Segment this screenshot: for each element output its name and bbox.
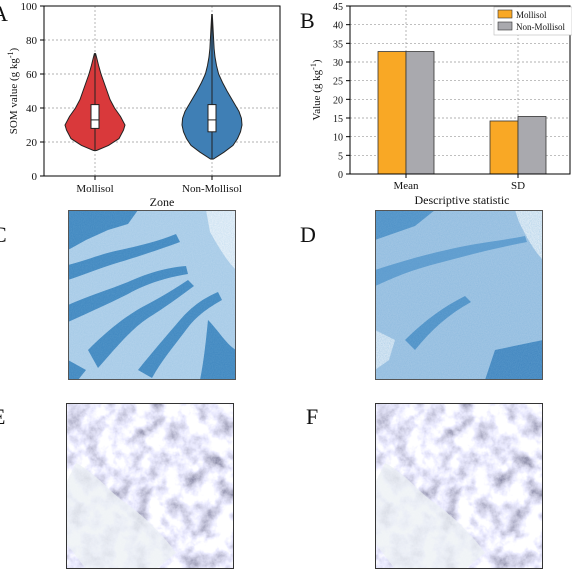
- a-y-tick-label: 40: [26, 103, 38, 115]
- bar-non-mollisol-sd: [517, 116, 547, 175]
- panel-letter-e: E: [0, 404, 5, 430]
- b-y-tick-label: 45: [333, 2, 343, 13]
- b-legend: Mollisol Non-Mollisol: [493, 6, 572, 36]
- bar-mollisol-mean: [377, 51, 407, 175]
- bar-mollisol-sd: [489, 120, 519, 175]
- a-x-axis-label: Zone: [150, 195, 175, 209]
- panel-letter-a: A: [0, 1, 8, 27]
- b-bars: [377, 51, 547, 175]
- panel-letter-c: C: [0, 222, 7, 248]
- b-y-ticks: 0 5 10 15 20 25 30 35 40 45: [333, 2, 350, 181]
- legend-swatch: [497, 21, 513, 31]
- b-y-tick-label: 20: [333, 95, 343, 106]
- a-y-ticks: 0 20 40 60 80 100: [21, 1, 44, 183]
- a-x-ticks: Mollisol Non-Mollisol: [76, 176, 242, 195]
- a-plot-frame: [43, 5, 281, 177]
- violin-box: [90, 104, 100, 129]
- b-y-tick-label: 35: [333, 39, 343, 50]
- violin-chart: 0 20 40 60 80 100 Mollisol Non-Mollisol Zone S…: [6, 1, 281, 209]
- a-y-tick-label: 0: [32, 171, 38, 183]
- panel-letter-d: D: [300, 222, 316, 247]
- a-x-tick-label: Mollisol: [76, 183, 113, 195]
- b-plot-frame: [349, 5, 571, 175]
- map-f-satellite: [375, 403, 543, 569]
- a-grid: [44, 6, 280, 176]
- b-x-ticks: Mean SD: [393, 174, 525, 192]
- a-x-tick-label: Non-Mollisol: [182, 183, 242, 195]
- a-y-tick-label: 100: [21, 1, 38, 13]
- bar-non-mollisol-mean: [405, 51, 435, 175]
- map-e-satellite: [66, 403, 234, 569]
- a-y-axis-label: SOM value (g kg-1): [6, 47, 20, 134]
- b-y-axis-label: Value (g kg-1): [309, 59, 323, 120]
- b-y-tick-label: 25: [333, 77, 343, 88]
- b-x-axis-label: Descriptive statistic: [415, 193, 510, 207]
- panel-letter-f: F: [306, 404, 319, 429]
- panel-letter-b: B: [300, 8, 315, 33]
- legend-swatch: [497, 9, 513, 19]
- a-violins: [64, 14, 243, 160]
- a-y-tick-label: 20: [26, 137, 38, 149]
- map-c-classified-som: [68, 210, 236, 380]
- legend-label: Non-Mollisol: [516, 22, 566, 32]
- b-x-tick-label: Mean: [393, 180, 419, 192]
- a-y-tick-label: 60: [26, 69, 38, 81]
- b-y-tick-label: 40: [333, 21, 343, 32]
- legend-label: Mollisol: [516, 10, 547, 20]
- map-d-continuous-som: [375, 210, 543, 380]
- bar-chart: 0 5 10 15 20 25 30 35 40 45 Mean SD Mollisol Non-Mo…: [309, 2, 572, 207]
- a-y-tick-label: 80: [26, 35, 38, 47]
- b-x-tick-label: SD: [511, 180, 525, 192]
- b-y-tick-label: 15: [333, 114, 343, 125]
- b-y-tick-label: 5: [338, 151, 343, 162]
- b-y-tick-label: 10: [333, 133, 343, 144]
- b-y-tick-label: 30: [333, 58, 343, 69]
- b-y-tick-label: 0: [338, 170, 343, 181]
- violin-box: [207, 104, 217, 133]
